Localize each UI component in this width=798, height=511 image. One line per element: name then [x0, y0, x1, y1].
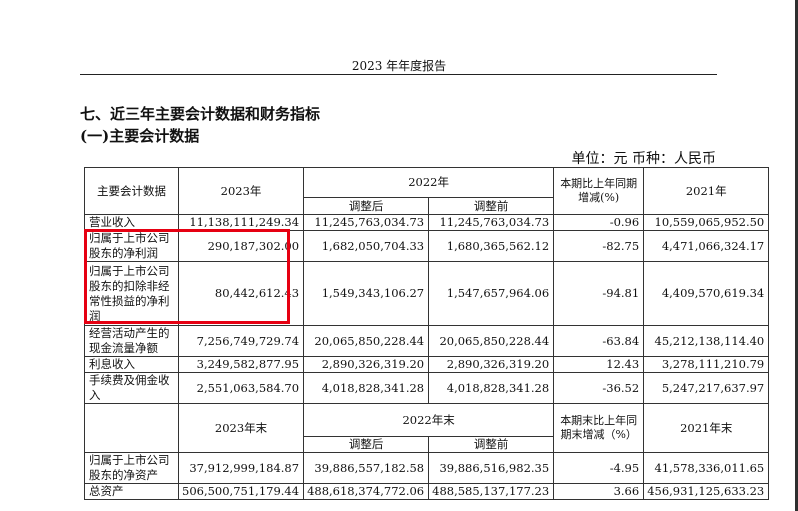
cell-change: -63.84	[553, 325, 645, 357]
cell-before: 39,886,516,982.35	[428, 452, 555, 484]
header-divider	[80, 74, 717, 75]
header-change-end: 本期末比上年同期末增减（%）	[553, 403, 645, 453]
unit-currency-note: 单位：元 币种：人民币	[571, 151, 716, 167]
cell-2021: 45,212,138,114.40	[643, 325, 770, 357]
cell-before: 2,890,326,319.20	[428, 356, 555, 373]
window-edge	[795, 0, 798, 511]
cell-change: -0.96	[553, 214, 645, 231]
cell-change: -94.81	[553, 261, 645, 326]
row-label: 归属于上市公司股东的扣除非经常性损益的净利润	[84, 261, 179, 326]
cell-before: 20,065,850,228.44	[428, 325, 555, 357]
table-header-row: 主要会计数据 2023年 2022年 本期比上年同期增减(%) 2021年	[84, 167, 770, 215]
header-adjusted: 调整后	[303, 197, 430, 215]
cell-change: -36.52	[553, 372, 645, 404]
header-2023-end: 2023年末	[177, 403, 305, 453]
cell-change: 3.66	[553, 483, 645, 500]
cell-2023: 506,500,751,179.44	[177, 483, 305, 500]
cell-adjusted: 2,890,326,319.20	[303, 356, 430, 373]
section-title: 七、近三年主要会计数据和财务指标	[80, 105, 321, 123]
cell-2021: 3,278,111,210.79	[643, 356, 770, 373]
report-header-title: 2023 年年度报告	[351, 59, 447, 73]
cell-before: 1,680,365,562.12	[428, 230, 555, 262]
cell-adjusted: 1,682,050,704.33	[303, 230, 430, 262]
cell-before: 1,547,657,964.06	[428, 261, 555, 326]
row-label: 利息收入	[84, 356, 179, 373]
header-2022-end: 2022年末	[303, 403, 555, 437]
header-item-blank	[84, 403, 179, 453]
cell-before: 4,018,828,341.28	[428, 372, 555, 404]
table-row: 归属于上市公司股东的净资产 37,912,999,184.87 39,886,5…	[84, 452, 770, 484]
row-label: 手续费及佣金收入	[84, 372, 179, 404]
row-label: 经营活动产生的现金流量净额	[84, 325, 179, 357]
table-header-row: 2023年末 2022年末 本期末比上年同期末增减（%） 2021年末	[84, 403, 770, 453]
cell-before: 11,245,763,034.73	[428, 214, 555, 231]
cell-change: -4.95	[553, 452, 645, 484]
cell-adjusted: 488,618,374,772.06	[303, 483, 430, 500]
table-row: 经营活动产生的现金流量净额 7,256,749,729.74 20,065,85…	[84, 325, 770, 357]
row-label: 归属于上市公司股东的净利润	[84, 230, 179, 262]
header-2023: 2023年	[177, 167, 305, 215]
cell-adjusted: 11,245,763,034.73	[303, 214, 430, 231]
cell-before: 488,585,137,177.23	[428, 483, 555, 500]
cell-2021: 456,931,125,633.23	[643, 483, 770, 500]
accounting-data-table: 主要会计数据 2023年 2022年 本期比上年同期增减(%) 2021年 调整…	[84, 167, 770, 500]
cell-2021: 4,471,066,324.17	[643, 230, 770, 262]
cell-change: 12.43	[553, 356, 645, 373]
cell-2021: 41,578,336,011.65	[643, 452, 770, 484]
header-item: 主要会计数据	[84, 167, 179, 215]
header-before: 调整前	[428, 197, 555, 215]
header-adjusted-end: 调整后	[303, 436, 430, 453]
cell-2021: 4,409,570,619.34	[643, 261, 770, 326]
cell-2023: 290,187,302.00	[177, 230, 305, 262]
row-label: 总资产	[84, 483, 179, 500]
header-before-end: 调整前	[428, 436, 555, 453]
cell-2021: 5,247,217,637.97	[643, 372, 770, 404]
row-label: 营业收入	[84, 214, 179, 231]
cell-2023: 11,138,111,249.34	[177, 214, 305, 231]
table-row: 归属于上市公司股东的扣除非经常性损益的净利润 80,442,612.43 1,5…	[84, 261, 770, 326]
header-2021: 2021年	[643, 167, 770, 215]
table-row: 利息收入 3,249,582,877.95 2,890,326,319.20 2…	[84, 356, 770, 373]
sub-section-title: (一)主要会计数据	[80, 127, 200, 145]
cell-adjusted: 20,065,850,228.44	[303, 325, 430, 357]
table-row: 总资产 506,500,751,179.44 488,618,374,772.0…	[84, 483, 770, 500]
cell-2023: 37,912,999,184.87	[177, 452, 305, 484]
header-2022: 2022年	[303, 167, 555, 198]
cell-2023: 80,442,612.43	[177, 261, 305, 326]
cell-adjusted: 1,549,343,106.27	[303, 261, 430, 326]
table-subheader-row: 调整后 调整前	[85, 436, 769, 453]
cell-2023: 2,551,063,584.70	[177, 372, 305, 404]
cell-change: -82.75	[553, 230, 645, 262]
cell-adjusted: 4,018,828,341.28	[303, 372, 430, 404]
cell-2023: 7,256,749,729.74	[177, 325, 305, 357]
row-label: 归属于上市公司股东的净资产	[84, 452, 179, 484]
header-2021-end: 2021年末	[643, 403, 770, 453]
table-row: 手续费及佣金收入 2,551,063,584.70 4,018,828,341.…	[84, 372, 770, 404]
header-change: 本期比上年同期增减(%)	[553, 167, 645, 215]
cell-2023: 3,249,582,877.95	[177, 356, 305, 373]
table-row: 营业收入 11,138,111,249.34 11,245,763,034.73…	[84, 214, 770, 231]
table-row: 归属于上市公司股东的净利润 290,187,302.00 1,682,050,7…	[84, 230, 770, 262]
cell-adjusted: 39,886,557,182.58	[303, 452, 430, 484]
cell-2021: 10,559,065,952.50	[643, 214, 770, 231]
